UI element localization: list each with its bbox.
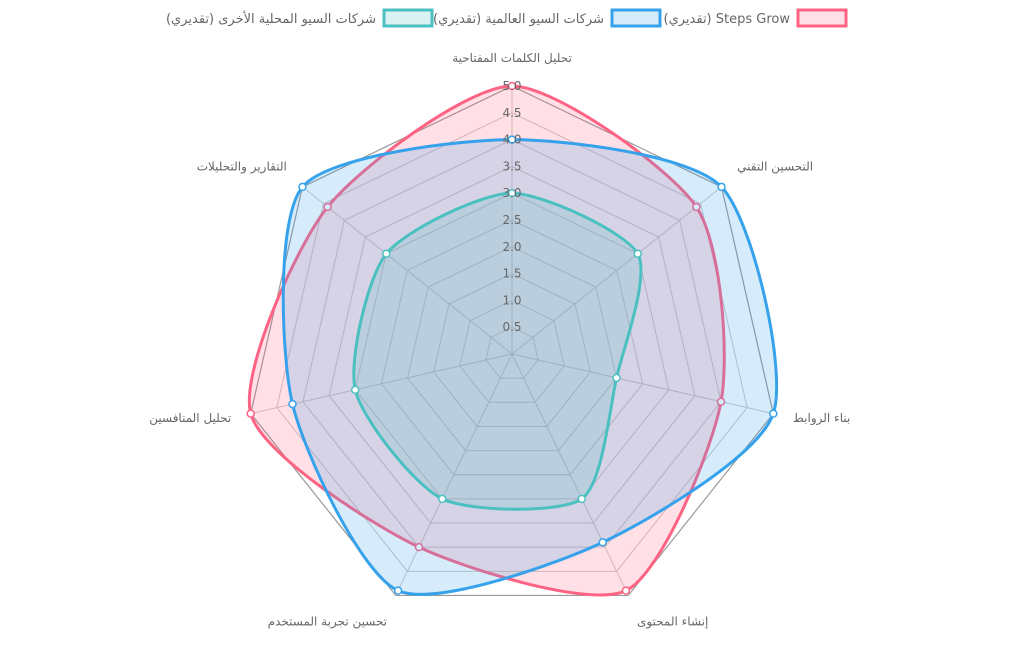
legend-item-1[interactable]: شركات السيو العالمية (تقديري)	[433, 8, 662, 28]
series-0-point-1[interactable]	[692, 202, 701, 212]
series-1-point-4[interactable]	[393, 586, 403, 595]
legend-swatch-2	[382, 8, 434, 28]
grid-ring-1	[485, 326, 539, 379]
series-2	[350, 188, 643, 511]
radar-grid	[250, 85, 774, 597]
axis-label-1: التحسين التقني	[737, 159, 813, 174]
series-0-point-3[interactable]	[621, 586, 631, 595]
grid-ring-8	[302, 139, 722, 548]
tick-label: 2.0	[502, 240, 521, 254]
tick-label: 3.0	[502, 186, 521, 200]
series-0-point-4[interactable]	[414, 542, 424, 552]
tick-label: 1.0	[502, 293, 521, 307]
series-2-point-3[interactable]	[577, 494, 587, 504]
tick-label: 4.0	[502, 133, 521, 147]
series-0-point-6[interactable]	[323, 202, 332, 212]
axis-label-2: بناء الروابط	[793, 411, 851, 426]
series-2-point-4[interactable]	[437, 494, 447, 504]
axis-labels: تحليل الكلمات المفتاحية التحسين التقني بنا…	[149, 51, 850, 629]
series-1-point-6[interactable]	[298, 182, 307, 192]
series-2-point-6[interactable]	[382, 249, 391, 258]
legend-swatch-0	[796, 8, 848, 28]
grid-ring-6	[354, 192, 670, 500]
series-1-point-0[interactable]	[507, 135, 517, 144]
series-0-point-5[interactable]	[246, 409, 255, 418]
axis-label-5: تحليل المنافسين	[149, 411, 231, 426]
grid-spoke	[302, 186, 513, 355]
series-1-point-3[interactable]	[598, 538, 607, 547]
axis-label-3: إنشاء المحتوى	[637, 614, 708, 629]
grid-ring-7	[328, 165, 696, 524]
series-1-point-5[interactable]	[288, 399, 297, 409]
tick-labels: 0.5 1.0 1.5 2.0 2.5 3.0 3.5 4.0 4.5 5.0	[502, 79, 521, 334]
series-2-point-0[interactable]	[507, 188, 517, 198]
legend-label-2: شركات السيو المحلية الأخرى (تقديري)	[166, 10, 376, 27]
series-1-point-2[interactable]	[769, 409, 778, 418]
series-2-point-1[interactable]	[633, 249, 642, 258]
tick-label: 0.5	[502, 320, 521, 334]
grid-spoke	[511, 353, 774, 415]
data-series	[246, 81, 778, 597]
grid-ring-5	[380, 219, 644, 476]
series-1-area	[281, 138, 778, 596]
grid-ring-4	[406, 246, 618, 452]
tick-label: 2.5	[502, 213, 521, 227]
legend-item-0[interactable]: Steps Grow (تقديري)	[664, 8, 848, 28]
series-0-point-2[interactable]	[716, 397, 726, 406]
series-2-point-5[interactable]	[350, 385, 360, 395]
legend-label-1: شركات السيو العالمية (تقديري)	[433, 12, 604, 27]
series-2-point-2[interactable]	[612, 373, 621, 383]
grid-spoke	[511, 353, 629, 596]
legend: Steps Grow (تقديري) شركات السيو العالمية …	[166, 8, 848, 28]
series-0	[246, 81, 726, 597]
tick-label: 4.5	[502, 106, 521, 120]
series-0-point-0[interactable]	[507, 81, 517, 91]
tick-label: 5.0	[502, 79, 521, 93]
axis-label-0: تحليل الكلمات المفتاحية	[452, 51, 572, 65]
series-1-point-1[interactable]	[717, 182, 726, 192]
grid-ring-10	[250, 85, 774, 597]
series-0-area	[247, 84, 726, 597]
grid-spoke	[511, 186, 722, 355]
tick-label: 1.5	[502, 267, 521, 281]
axis-label-6: التقارير والتحليلات	[197, 159, 287, 174]
grid-ring-3	[433, 273, 591, 427]
tick-label: 3.5	[502, 159, 521, 173]
legend-label-0: Steps Grow (تقديري)	[664, 12, 791, 27]
legend-item-2[interactable]: شركات السيو المحلية الأخرى (تقديري)	[166, 8, 434, 28]
legend-swatch-1	[610, 8, 662, 28]
series-2-area	[352, 191, 643, 511]
series-1	[281, 135, 778, 596]
axis-label-4: تحسين تجربة المستخدم	[268, 614, 387, 629]
grid-ring-2	[459, 299, 565, 403]
grid-spoke	[395, 353, 513, 596]
